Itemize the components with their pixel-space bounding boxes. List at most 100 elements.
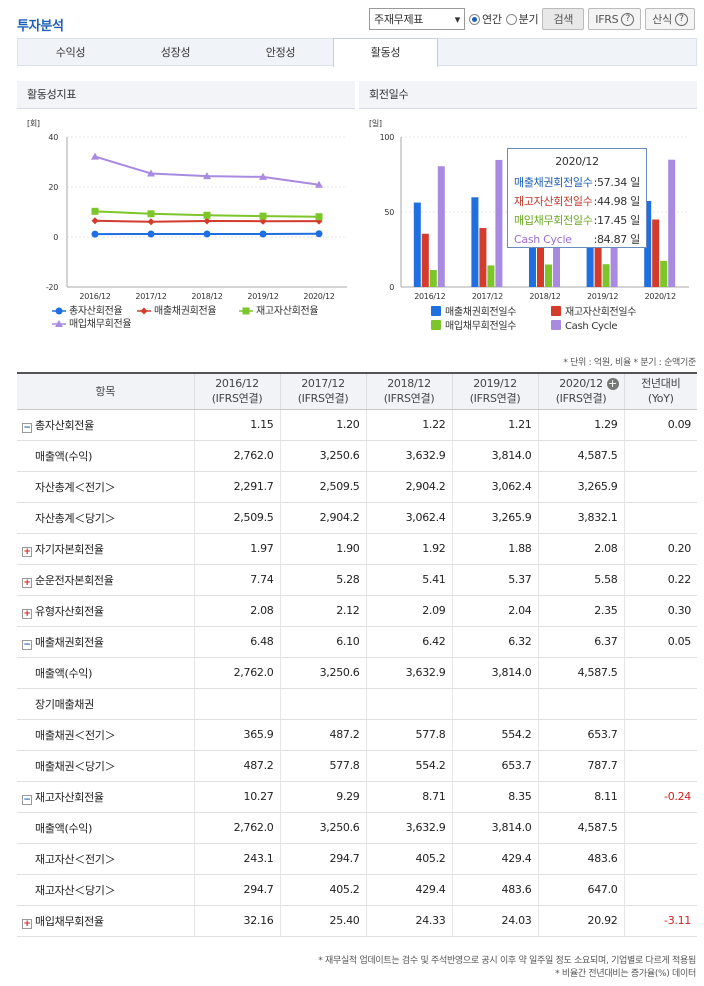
value-cell: 24.03 — [451, 905, 538, 937]
collapse-icon[interactable]: − — [22, 422, 32, 433]
legend-label[interactable]: 재고자산회전일수 — [565, 306, 637, 318]
row-label: 매출액(수익) — [35, 821, 93, 835]
row-label: 순운전자본회전율 — [35, 573, 114, 587]
legend-label[interactable]: Cash Cycle — [565, 321, 618, 332]
bar[interactable] — [602, 264, 610, 287]
y-tick-label: 20 — [48, 183, 58, 192]
tooltip-row: 매입채무회전일수:17.45 일 — [514, 211, 640, 230]
unit-note: * 단위 : 억원, 비율 * 분기 : 순액기준 — [563, 358, 696, 368]
bar[interactable] — [644, 200, 652, 287]
bar[interactable] — [495, 159, 503, 287]
value-cell: 3,814.0 — [451, 440, 538, 472]
collapse-icon[interactable]: − — [22, 794, 32, 805]
bar[interactable] — [437, 166, 445, 287]
formula-label: 산식 — [652, 13, 672, 26]
value-cell: 1.97 — [193, 533, 280, 565]
legend-label[interactable]: 재고자산회전율 — [256, 305, 319, 317]
bar[interactable] — [594, 221, 602, 287]
row-label-cell[interactable]: + 자기자본회전율 — [17, 533, 194, 565]
data-point — [259, 212, 267, 220]
value-cell: 2.04 — [451, 595, 538, 627]
radio-annual[interactable]: 연간 — [469, 11, 502, 27]
formula-help-button[interactable]: 산식? — [645, 8, 695, 30]
row-label-cell: 재고자산＜당기＞ — [17, 874, 194, 906]
ifrs-label: IFRS — [595, 12, 619, 26]
legend-label[interactable]: 매입채무회전일수 — [445, 319, 517, 332]
data-point — [259, 172, 267, 180]
value-cell: 6.10 — [279, 626, 366, 658]
row-label-cell[interactable]: + 유형자산회전율 — [17, 595, 194, 627]
bar[interactable] — [429, 270, 437, 287]
value-cell: 1.90 — [279, 533, 366, 565]
value-cell — [451, 688, 538, 720]
y-tick-label: 50 — [384, 208, 394, 217]
value-cell: 653.7 — [451, 750, 538, 782]
row-label: 총자산회전율 — [35, 418, 94, 432]
value-cell: 24.33 — [365, 905, 452, 937]
yoy-cell: 0.05 — [623, 626, 697, 658]
y-tick-label: -20 — [46, 283, 58, 292]
collapse-icon[interactable]: − — [22, 639, 32, 650]
tab-profitability[interactable]: 수익성 — [55, 46, 86, 59]
analysis-tabs: 수익성 성장성 안정성 활동성 — [17, 38, 697, 67]
bar[interactable] — [660, 260, 668, 287]
data-point — [91, 230, 99, 238]
yoy-cell — [623, 688, 697, 720]
row-label: 장기매출채권 — [35, 697, 94, 711]
bar[interactable] — [487, 265, 495, 287]
legend-label[interactable]: 총자산회전율 — [69, 305, 123, 317]
expand-icon[interactable]: + — [22, 608, 32, 619]
bar[interactable] — [479, 228, 487, 287]
expand-icon[interactable]: + — [22, 918, 32, 929]
data-point — [315, 230, 323, 238]
radio-quarter[interactable]: 분기 — [505, 11, 539, 27]
year-header: 2018/12 (IFRS연결) — [365, 372, 452, 410]
yoy-cell — [623, 750, 697, 782]
value-cell: 243.1 — [193, 843, 280, 875]
bar[interactable] — [545, 264, 552, 288]
tab-growth[interactable]: 성장성 — [160, 46, 191, 59]
statement-select[interactable]: 주재무제표 ▾ — [369, 8, 465, 30]
value-cell: 3,265.9 — [537, 471, 624, 503]
bar[interactable] — [413, 202, 421, 287]
value-cell: 3,814.0 — [451, 812, 538, 844]
row-label-cell[interactable]: + 매입채무회전율 — [17, 905, 194, 937]
add-column-icon[interactable]: + — [606, 377, 619, 390]
bar[interactable] — [471, 197, 479, 287]
bar[interactable] — [537, 224, 544, 287]
table-row: + 매입채무회전율 32.16 25.40 24.33 24.03 20.92 -3.11 — [17, 905, 697, 937]
row-label-cell[interactable]: − 매출채권회전율 — [17, 626, 194, 658]
legend-marker — [242, 307, 250, 315]
row-label-cell[interactable]: − 재고자산회전율 — [17, 781, 194, 813]
value-cell: 2,762.0 — [193, 812, 280, 844]
value-cell: 2.08 — [193, 595, 280, 627]
value-cell: 405.2 — [365, 843, 452, 875]
table-row: 자산총계＜전기＞ 2,291.7 2,509.5 2,904.2 3,062.4 3,26… — [17, 471, 697, 503]
yoy-cell: 0.09 — [623, 409, 697, 441]
row-label: 유형자산회전율 — [35, 604, 104, 618]
value-cell: 10.27 — [193, 781, 280, 813]
tab-stability[interactable]: 안정성 — [265, 46, 296, 59]
value-cell: 20.92 — [537, 905, 624, 937]
bar[interactable] — [652, 219, 660, 287]
expand-icon[interactable]: + — [22, 577, 32, 588]
tooltip-label: 매입채무회전일수 — [514, 214, 593, 227]
yoy-cell: 0.30 — [623, 595, 697, 627]
legend-label[interactable]: 매출채권회전율 — [154, 305, 217, 317]
bar[interactable] — [421, 233, 429, 287]
ifrs-help-button[interactable]: IFRS? — [588, 8, 642, 30]
row-label-cell[interactable]: + 순운전자본회전율 — [17, 564, 194, 596]
row-label-cell: 재고자산＜전기＞ — [17, 843, 194, 875]
bar[interactable] — [668, 159, 676, 287]
value-cell: 8.35 — [451, 781, 538, 813]
search-button[interactable]: 검색 — [542, 8, 585, 30]
legend-label[interactable]: 매출채권회전일수 — [445, 306, 517, 318]
expand-icon[interactable]: + — [22, 546, 32, 557]
row-label-cell: 자산총계＜전기＞ — [17, 471, 194, 503]
x-tick-label: 2020/12 — [645, 292, 676, 301]
tab-activity[interactable]: 활동성 — [333, 38, 438, 67]
row-label-cell[interactable]: − 총자산회전율 — [17, 409, 194, 441]
legend-label[interactable]: 매입채무회전율 — [69, 317, 132, 330]
legend-marker — [55, 307, 63, 315]
row-label: 재고자산회전율 — [35, 790, 104, 804]
